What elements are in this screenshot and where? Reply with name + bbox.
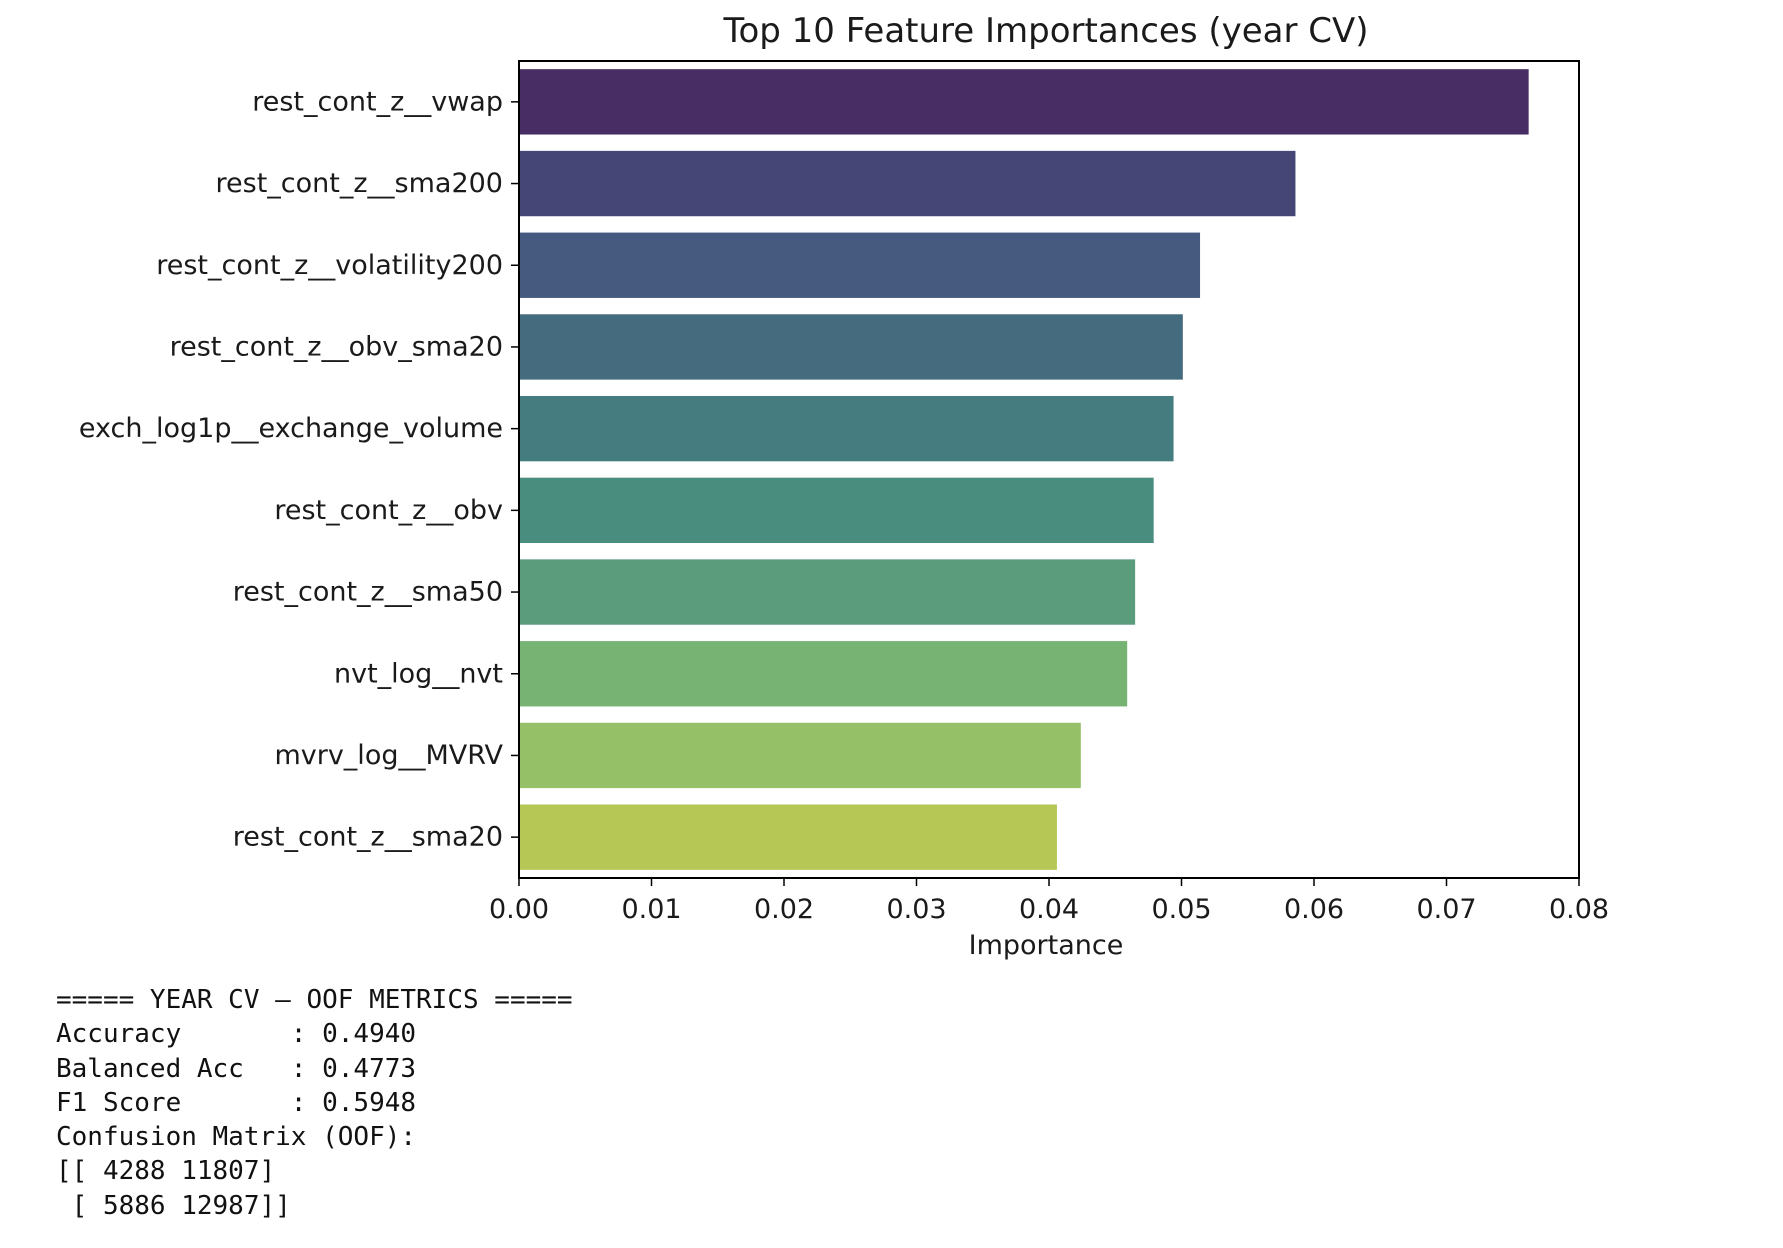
chart-canvas: Top 10 Feature Importances (year CV) res… <box>79 11 1609 961</box>
y-tick-label-3: rest_cont_z__obv_sma20 <box>170 331 503 362</box>
x-tick-label-4: 0.04 <box>1019 894 1079 925</box>
console-line-5: [[ 4288 11807] <box>56 1156 276 1187</box>
y-tick-label-2: rest_cont_z__volatility200 <box>156 250 503 281</box>
y-tick-label-6: rest_cont_z__sma50 <box>233 577 503 608</box>
bar-3 <box>519 314 1183 380</box>
console-line-2: Balanced Acc : 0.4773 <box>56 1053 417 1084</box>
chart-title: Top 10 Feature Importances (year CV) <box>722 11 1368 51</box>
y-tick-label-5: rest_cont_z__obv <box>274 495 503 526</box>
bar-9 <box>519 804 1057 870</box>
bar-8 <box>519 722 1081 789</box>
x-axis: 0.00 0.01 0.02 0.03 0.04 0.05 0.06 0.07 0.08 <box>489 878 1609 925</box>
x-tick-label-7: 0.07 <box>1416 894 1476 925</box>
x-tick-label-2: 0.02 <box>754 894 814 925</box>
plot-frame <box>518 60 1580 879</box>
console-line-4: Confusion Matrix (OOF): <box>56 1122 417 1153</box>
y-axis: rest_cont_z__vwap rest_cont_z__sma200rest… <box>79 86 519 853</box>
y-tick-label-1: rest_cont_z__sma200 <box>216 168 503 199</box>
bars-group <box>519 69 1529 870</box>
x-axis-label: Importance <box>969 930 1124 961</box>
bar-4 <box>519 395 1174 462</box>
y-tick-label-7: nvt_log__nvt <box>334 658 503 689</box>
x-tick-label-1: 0.01 <box>621 894 681 925</box>
y-tick-label-9: rest_cont_z__sma20 <box>233 822 503 853</box>
console-line-1: Accuracy : 0.4940 <box>56 1019 417 1050</box>
bar-2 <box>519 232 1201 298</box>
x-tick-label-8: 0.08 <box>1549 894 1609 925</box>
x-tick-label-0: 0.00 <box>489 894 549 925</box>
y-tick-label-4: exch_log1p__exchange_volume <box>79 413 503 444</box>
console-line-3: F1 Score : 0.5948 <box>56 1087 417 1118</box>
bar-6 <box>519 559 1136 625</box>
feature-importance-chart: Top 10 Feature Importances (year CV) res… <box>79 11 1609 961</box>
bar-5 <box>519 477 1154 544</box>
bar-1 <box>519 150 1296 217</box>
y-tick-label-8: mvrv_log__MVRV <box>274 740 503 771</box>
metrics-console-output: ===== YEAR CV — OOF METRICS ===== Accurac… <box>56 983 573 1223</box>
x-tick-label-3: 0.03 <box>886 894 946 925</box>
x-tick-label-6: 0.06 <box>1284 894 1344 925</box>
bar-0 <box>519 69 1529 135</box>
y-tick-label-0: rest_cont_z__vwap <box>252 86 503 117</box>
console-line-0: ===== YEAR CV — OOF METRICS ===== <box>56 985 573 1015</box>
bar-7 <box>519 641 1128 707</box>
x-tick-label-5: 0.05 <box>1151 894 1211 925</box>
console-line-6: [ 5886 12987]] <box>56 1190 291 1221</box>
